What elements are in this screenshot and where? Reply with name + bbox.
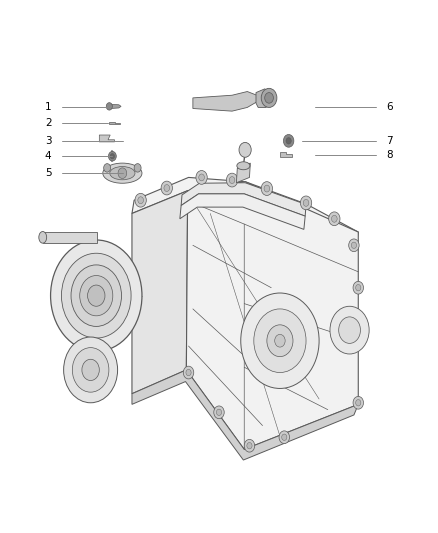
Text: 6: 6 [387, 102, 393, 112]
Polygon shape [237, 163, 251, 183]
Circle shape [247, 442, 252, 449]
Circle shape [184, 366, 194, 379]
Circle shape [328, 212, 340, 225]
Circle shape [241, 293, 319, 389]
Text: 3: 3 [45, 136, 51, 146]
Circle shape [267, 325, 293, 357]
Polygon shape [181, 183, 306, 216]
Circle shape [279, 431, 290, 443]
Polygon shape [43, 232, 97, 243]
Polygon shape [99, 135, 115, 142]
Text: 1: 1 [45, 102, 51, 112]
Text: 7: 7 [387, 136, 393, 146]
Circle shape [244, 439, 254, 452]
Circle shape [300, 196, 312, 210]
Ellipse shape [103, 163, 142, 183]
Circle shape [254, 309, 306, 373]
Circle shape [261, 88, 277, 108]
Polygon shape [132, 370, 358, 460]
Polygon shape [256, 89, 272, 108]
Circle shape [330, 306, 369, 354]
Circle shape [275, 334, 285, 347]
Circle shape [199, 174, 205, 181]
Circle shape [106, 103, 113, 110]
Circle shape [164, 184, 170, 191]
Circle shape [104, 164, 111, 172]
Circle shape [161, 181, 173, 195]
Circle shape [64, 337, 117, 403]
Polygon shape [180, 194, 305, 229]
Circle shape [80, 276, 113, 316]
Circle shape [71, 265, 121, 326]
Text: 8: 8 [387, 150, 393, 160]
Circle shape [82, 359, 99, 381]
Ellipse shape [237, 162, 250, 169]
Circle shape [286, 138, 291, 144]
Polygon shape [186, 182, 358, 449]
Circle shape [265, 93, 273, 103]
Ellipse shape [39, 231, 47, 243]
Circle shape [196, 171, 207, 184]
Circle shape [50, 240, 142, 351]
Circle shape [239, 142, 251, 157]
Polygon shape [193, 92, 258, 111]
Text: 5: 5 [45, 168, 51, 178]
Ellipse shape [110, 166, 135, 180]
Circle shape [110, 154, 115, 159]
Circle shape [283, 134, 294, 147]
Polygon shape [280, 152, 292, 157]
Circle shape [282, 434, 287, 440]
Circle shape [339, 317, 360, 343]
Text: 4: 4 [45, 151, 51, 161]
Circle shape [61, 253, 131, 338]
Polygon shape [132, 191, 187, 394]
Circle shape [109, 151, 116, 161]
Circle shape [264, 185, 270, 192]
Circle shape [349, 239, 359, 252]
Circle shape [261, 182, 272, 196]
Circle shape [226, 173, 238, 187]
Polygon shape [110, 122, 120, 124]
Circle shape [356, 285, 361, 291]
Circle shape [216, 409, 222, 416]
Circle shape [356, 400, 361, 406]
Circle shape [186, 369, 191, 376]
Circle shape [214, 406, 224, 419]
Circle shape [353, 281, 364, 294]
Circle shape [353, 397, 364, 409]
Circle shape [88, 285, 105, 306]
Circle shape [351, 242, 357, 248]
Circle shape [135, 193, 146, 207]
Polygon shape [110, 104, 121, 109]
Circle shape [134, 164, 141, 172]
Polygon shape [132, 177, 358, 245]
Circle shape [229, 176, 235, 183]
Text: 2: 2 [45, 118, 51, 128]
Circle shape [138, 197, 144, 204]
Circle shape [72, 348, 109, 392]
Circle shape [332, 215, 337, 222]
Circle shape [118, 168, 127, 179]
Circle shape [303, 199, 309, 206]
